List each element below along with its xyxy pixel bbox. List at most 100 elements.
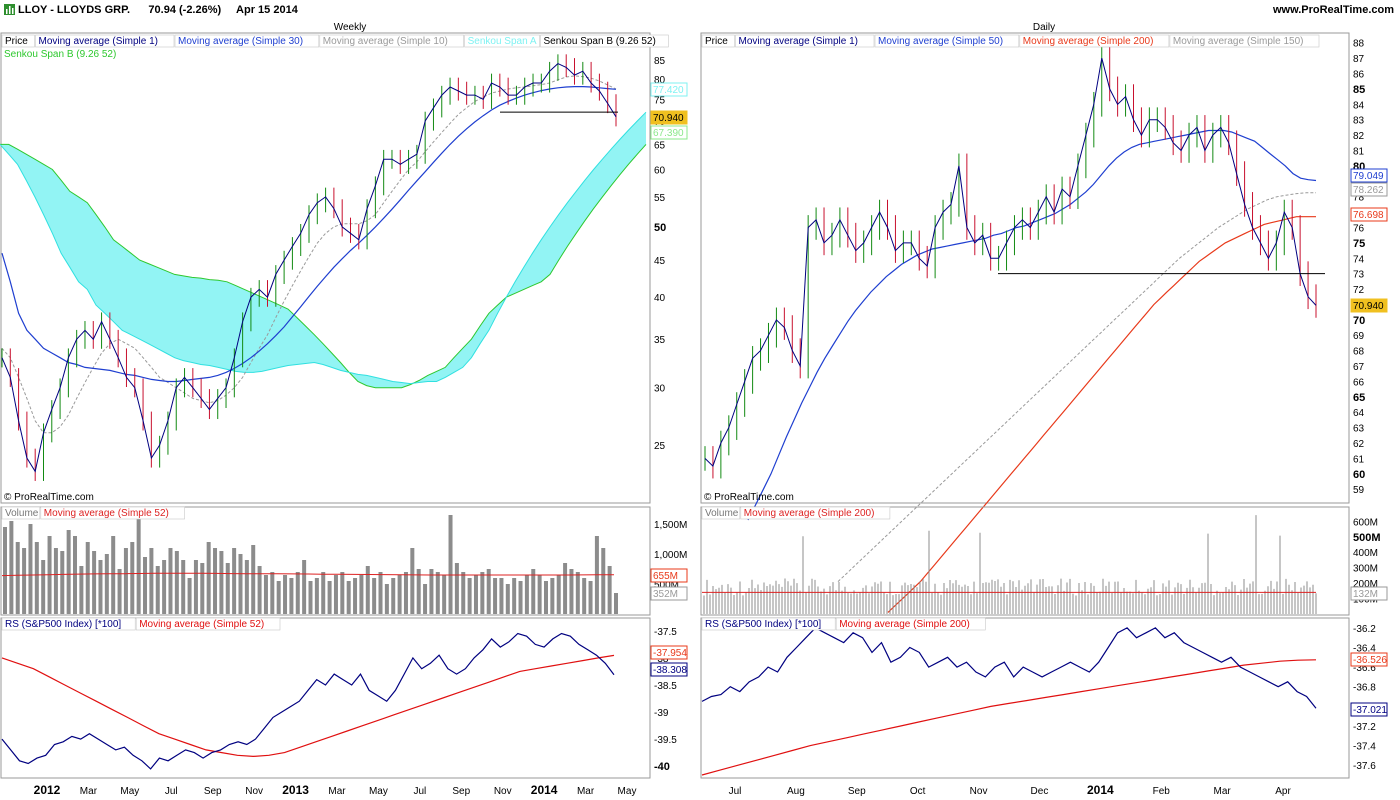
daily-price-tick-16: 72	[1353, 285, 1365, 296]
weekly-volume-bar	[53, 548, 58, 614]
weekly-volume-bar	[206, 542, 211, 614]
daily-price-tick-29: 59	[1353, 485, 1365, 496]
weekly-price-tick-7: 55	[654, 193, 666, 204]
weekly-volume-bar	[289, 578, 294, 614]
last-quote: 70.94 (-2.26%)	[148, 4, 222, 16]
weekly-volume-bar	[276, 581, 281, 614]
daily-price-legend-box-1	[735, 34, 875, 48]
quote-date: Apr 15 2014	[236, 4, 298, 16]
weekly-price-tick-2: 80	[654, 75, 666, 86]
weekly-price-tag-box-2	[650, 125, 688, 140]
daily-price-tick-4: 84	[1353, 100, 1365, 111]
weekly-volume-bar	[41, 560, 46, 614]
weekly-x-label-0: 2012	[34, 783, 61, 797]
daily-price-tag-3: 70.940	[1353, 301, 1384, 312]
daily-price-legend-4: Moving average (Simple 150)	[1173, 36, 1304, 47]
weekly-volume-bar	[136, 512, 141, 614]
weekly-rs-tick-4: -39.5	[654, 735, 677, 746]
weekly-rs-legend-box-1	[135, 617, 281, 631]
weekly-rs-tick-0: -37.5	[654, 627, 677, 638]
senkou-b-line	[0, 143, 647, 389]
weekly-x-label-3: Jul	[165, 786, 178, 797]
weekly-volume-bar	[257, 566, 262, 614]
weekly-rs-legend-1: Moving average (Simple 52)	[139, 619, 264, 630]
daily-price-tick-22: 66	[1353, 377, 1365, 388]
daily-rs-tag-box-1	[1350, 702, 1388, 717]
daily-x-label-7: Feb	[1153, 786, 1171, 797]
weekly-volume-bar	[283, 575, 288, 614]
bar-chart-icon	[4, 4, 15, 15]
weekly-volume-bar	[372, 578, 377, 614]
weekly-volume-bar	[321, 572, 326, 614]
weekly-price-tag-box-1	[650, 110, 688, 125]
weekly-volume-bar	[550, 578, 555, 614]
weekly-volume-tick-2: 500M	[654, 580, 679, 591]
daily-sma150-line	[837, 192, 1317, 582]
weekly-volume-bar	[85, 542, 90, 614]
weekly-price-tag-box-0	[650, 82, 688, 97]
daily-x-label-8: Mar	[1213, 786, 1231, 797]
weekly-price-tag-2: 67.390	[653, 128, 684, 139]
weekly-x-label-11: Nov	[494, 786, 512, 797]
weekly-volume-tag-box-1	[650, 586, 688, 601]
daily-volume-tick-1: 500M	[1353, 532, 1381, 544]
daily-price-line	[704, 57, 1317, 468]
weekly-volume-bar	[499, 578, 504, 614]
daily-x-label-3: Oct	[910, 786, 926, 797]
weekly-volume-bar	[232, 548, 237, 614]
weekly-volume-bar	[556, 575, 561, 614]
weekly-x-label-5: Nov	[245, 786, 263, 797]
weekly-volume-bar	[73, 536, 78, 614]
weekly-x-label-12: 2014	[531, 783, 558, 797]
weekly-price-legend-2: Moving average (Simple 30)	[178, 36, 303, 47]
daily-x-label-5: Dec	[1031, 786, 1049, 797]
weekly-volume-bar	[435, 572, 440, 614]
daily-x-label-0: Jul	[729, 786, 742, 797]
weekly-volume-bar	[60, 551, 65, 614]
weekly-price-tick-8: 50	[654, 222, 666, 234]
weekly-volume-bar	[66, 530, 71, 614]
weekly-price-tick-10: 40	[654, 293, 666, 304]
weekly-volume-bar	[588, 581, 593, 614]
daily-rs-tick-0: -36.2	[1353, 624, 1376, 635]
weekly-volume-bar	[104, 554, 109, 614]
daily-price-tick-26: 62	[1353, 439, 1365, 450]
daily-title: Daily	[1033, 22, 1055, 33]
daily-price-tag-box-2	[1350, 207, 1388, 222]
weekly-volume-bar	[607, 566, 612, 614]
daily-price-tag-1: 78.262	[1353, 185, 1384, 196]
weekly-x-label-10: Sep	[452, 786, 470, 797]
daily-price-tick-20: 68	[1353, 347, 1365, 358]
daily-sma200-line	[887, 216, 1316, 613]
daily-x-label-9: Apr	[1275, 786, 1291, 797]
weekly-volume-bar	[454, 563, 459, 614]
daily-price-tick-14: 74	[1353, 254, 1365, 265]
daily-rs-tick-6: -37.4	[1353, 742, 1376, 753]
weekly-volume-bar	[143, 557, 148, 614]
weekly-volume-bar	[493, 578, 498, 614]
weekly-watermark: © ProRealTime.com	[4, 492, 94, 503]
daily-rs-legend-box-0	[701, 617, 836, 631]
weekly-x-label-14: May	[618, 786, 637, 797]
weekly-volume-tag-box-0	[650, 568, 688, 583]
weekly-volume-tick-1: 1,000M	[654, 550, 687, 561]
weekly-price-line	[1, 63, 617, 473]
daily-x-label-1: Aug	[787, 786, 805, 797]
daily-volume-tick-4: 200M	[1353, 579, 1378, 590]
weekly-volume-bar	[9, 521, 14, 614]
weekly-price-tick-3: 75	[654, 95, 666, 106]
weekly-x-label-13: Mar	[577, 786, 595, 797]
weekly-volume-bar	[378, 572, 383, 614]
daily-watermark: © ProRealTime.com	[704, 492, 794, 503]
daily-rs-tag-1: -37.021	[1353, 705, 1387, 716]
weekly-volume-tick-0: 1,500M	[654, 520, 687, 531]
weekly-volume-bar	[3, 527, 7, 614]
daily-price-legend-0: Price	[705, 36, 728, 47]
daily-price-tag-box-3	[1350, 298, 1388, 313]
site-url[interactable]: www.ProRealTime.com	[1272, 4, 1394, 16]
weekly-volume-bar	[200, 563, 205, 614]
daily-price-tag-2: 76.698	[1353, 210, 1384, 221]
weekly-volume-bar	[423, 584, 428, 614]
weekly-volume-bar	[473, 575, 478, 614]
weekly-price-tag-1: 70.940	[653, 113, 684, 124]
